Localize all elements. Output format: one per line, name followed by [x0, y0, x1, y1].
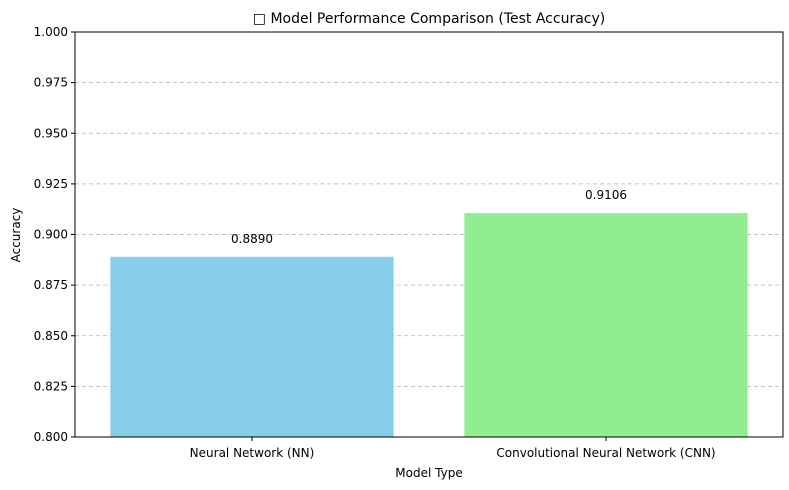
y-tick-label: 0.975 [34, 76, 68, 90]
x-axis-ticks: Neural Network (NN) Convolutional Neural … [190, 437, 716, 460]
bar [110, 256, 394, 437]
x-tick-label: Convolutional Neural Network (CNN) [496, 446, 715, 460]
y-axis-ticks: 0.800 0.825 0.850 0.875 0.900 0.925 0.950 0.975… [34, 25, 75, 444]
y-tick-label: 0.875 [34, 278, 68, 292]
y-axis-label: Accuracy [9, 208, 23, 263]
x-axis-label: Model Type [395, 466, 462, 480]
bar-value-label: 0.9106 [585, 188, 627, 202]
y-tick-label: 0.850 [34, 329, 68, 343]
bar-value-label: 0.8890 [231, 232, 273, 246]
y-tick-label: 0.800 [34, 430, 68, 444]
chart-title: □ Model Performance Comparison (Test Acc… [253, 11, 605, 27]
y-tick-label: 1.000 [34, 25, 68, 39]
bars: 0.8890 0.9106 [110, 188, 748, 437]
x-tick-label: Neural Network (NN) [190, 446, 315, 460]
y-tick-label: 0.900 [34, 228, 68, 242]
bar [464, 213, 748, 437]
y-tick-label: 0.825 [34, 379, 68, 393]
y-tick-label: 0.925 [34, 177, 68, 191]
y-tick-label: 0.950 [34, 126, 68, 140]
